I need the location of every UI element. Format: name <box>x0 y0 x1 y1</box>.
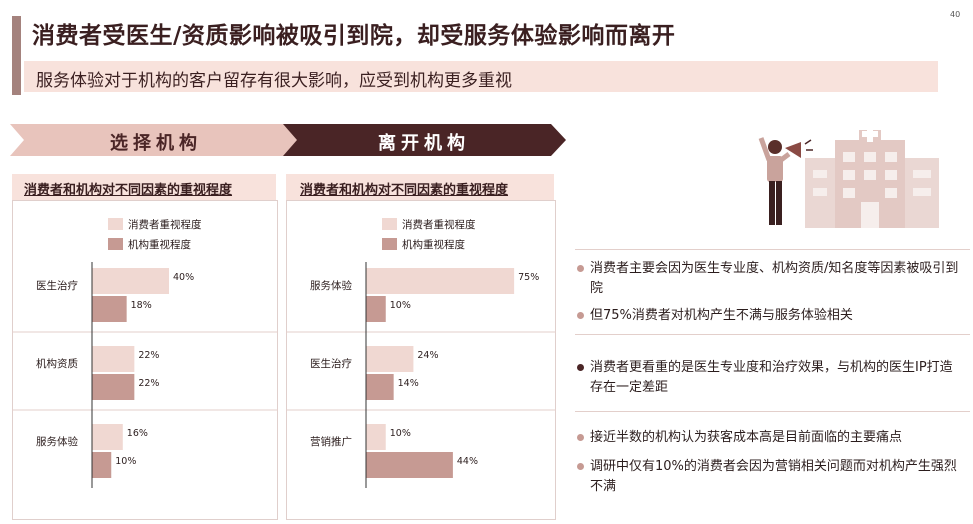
data-label: 16% <box>127 428 148 439</box>
bar <box>366 296 386 322</box>
page-subtitle: 服务体验对于机构的客户留存有很大影响，应受到机构更多重视 <box>36 71 512 91</box>
legend-swatch <box>382 218 397 230</box>
bullet-dot <box>577 312 584 319</box>
legend-label: 消费者重视程度 <box>402 218 476 231</box>
bar <box>92 374 135 400</box>
choose-arrow-label: 选择机构 <box>110 133 202 154</box>
bullet-dot <box>577 463 584 470</box>
hospital-megaphone-illustration <box>758 126 939 228</box>
divider-3 <box>575 411 970 412</box>
bullet-item: 调研中仅有10%的消费者会因为营销相关问题而对机构产生强烈不满 <box>577 457 960 497</box>
divider-1 <box>575 249 970 250</box>
subtitle-band <box>24 61 938 92</box>
left-panel-title: 消费者和机构对不同因素的重视程度 <box>24 183 233 198</box>
right-panel-title: 消费者和机构对不同因素的重视程度 <box>300 183 509 198</box>
bar <box>366 424 386 450</box>
data-label: 44% <box>457 456 478 467</box>
bar <box>366 346 414 372</box>
page-title: 消费者受医生/资质影响被吸引到院，却受服务体验影响而离开 <box>32 23 676 49</box>
bullet-text: 消费者更看重的是医生专业度和治疗效果，与机构的医生IP打造存在一定差距 <box>590 360 953 395</box>
bullet-text: 接近半数的机构认为获客成本高是目前面临的主要痛点 <box>590 430 903 445</box>
category-label: 营销推广 <box>310 435 352 448</box>
chart-frame <box>286 200 556 520</box>
page-number: 40 <box>950 10 961 19</box>
legend-swatch <box>108 238 123 250</box>
category-label: 机构资质 <box>36 357 78 370</box>
leave-arrow <box>283 124 566 156</box>
data-label: 22% <box>138 350 159 361</box>
category-label: 服务体验 <box>310 279 352 292</box>
bullet-dot <box>577 434 584 441</box>
title-accent-bar <box>12 16 21 95</box>
bar <box>92 346 135 372</box>
category-label: 医生治疗 <box>310 357 352 370</box>
bar <box>92 296 127 322</box>
data-label: 14% <box>398 378 419 389</box>
data-label: 24% <box>417 350 438 361</box>
divider-2 <box>575 334 970 335</box>
data-label: 10% <box>390 300 411 311</box>
chart-frame <box>12 200 278 520</box>
bullet-text: 消费者主要会因为医生专业度、机构资质/知名度等因素被吸引到院 <box>590 261 959 296</box>
data-label: 10% <box>115 456 136 467</box>
bar <box>366 452 453 478</box>
bullet-item: 消费者更看重的是医生专业度和治疗效果，与机构的医生IP打造存在一定差距 <box>577 358 960 398</box>
data-label: 10% <box>390 428 411 439</box>
bar <box>366 268 515 294</box>
legend-label: 消费者重视程度 <box>128 218 202 231</box>
bullet-text: 调研中仅有10%的消费者会因为营销相关问题而对机构产生强烈不满 <box>590 459 957 494</box>
bullet-dot <box>577 265 584 272</box>
bar <box>92 424 123 450</box>
legend-label: 机构重视程度 <box>402 238 465 251</box>
data-label: 75% <box>518 272 539 283</box>
bullet-item: 但75%消费者对机构产生不满与服务体验相关 <box>577 306 960 326</box>
left-panel-header <box>12 174 276 200</box>
bar <box>92 452 112 478</box>
right-panel-header <box>286 174 554 200</box>
data-label: 18% <box>131 300 152 311</box>
leave-arrow-label: 离开机构 <box>378 133 470 154</box>
data-label: 22% <box>138 378 159 389</box>
bullet-dot <box>577 364 584 371</box>
category-label: 医生治疗 <box>36 279 78 292</box>
data-label: 40% <box>173 272 194 283</box>
legend-swatch <box>108 218 123 230</box>
bar <box>366 374 394 400</box>
bullet-text: 但75%消费者对机构产生不满与服务体验相关 <box>590 308 853 323</box>
bullet-item: 接近半数的机构认为获客成本高是目前面临的主要痛点 <box>577 428 960 448</box>
legend-swatch <box>382 238 397 250</box>
legend-label: 机构重视程度 <box>128 238 191 251</box>
bar <box>92 268 169 294</box>
category-label: 服务体验 <box>36 435 78 448</box>
choose-arrow <box>10 124 308 156</box>
bullet-item: 消费者主要会因为医生专业度、机构资质/知名度等因素被吸引到院 <box>577 259 960 299</box>
